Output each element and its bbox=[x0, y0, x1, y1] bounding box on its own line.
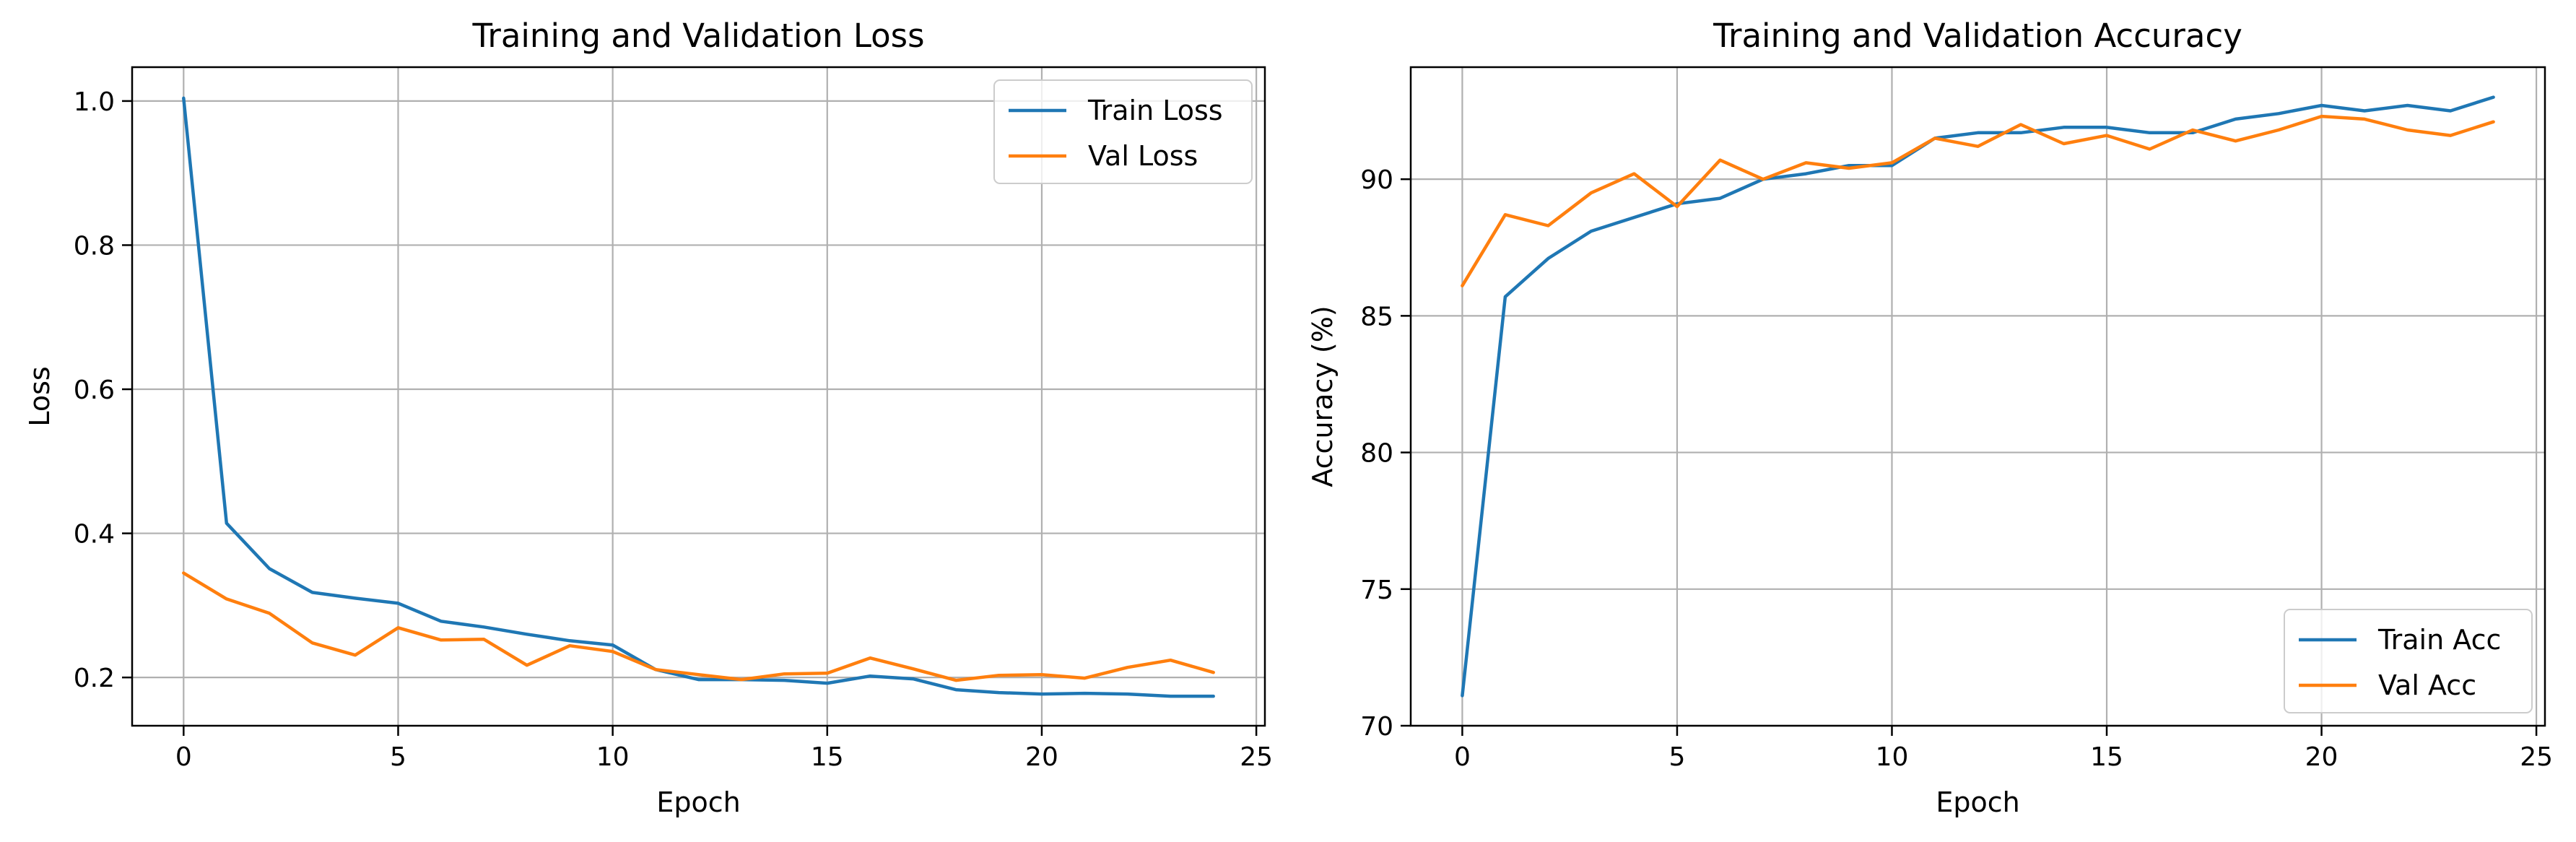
accuracy-y-tick-label: 90 bbox=[1360, 165, 1393, 195]
loss-y-tick-label: 1.0 bbox=[74, 87, 115, 117]
accuracy-x-tick-label: 25 bbox=[2520, 742, 2553, 772]
loss-series-val bbox=[182, 571, 1215, 682]
accuracy-series-train bbox=[1461, 95, 2495, 698]
loss-y-axis-label: Loss bbox=[24, 366, 56, 426]
loss-x-tick-label: 0 bbox=[175, 742, 192, 772]
accuracy-y-tick-label: 75 bbox=[1360, 576, 1393, 605]
loss-legend-label: Val Loss bbox=[1088, 140, 1198, 172]
accuracy-x-tick-label: 5 bbox=[1668, 742, 1685, 772]
loss-y-tick-label: 0.4 bbox=[74, 520, 115, 550]
accuracy-series-val bbox=[1461, 114, 2495, 287]
accuracy-y-axis-label: Accuracy (%) bbox=[1307, 305, 1339, 487]
accuracy-x-tick-label: 10 bbox=[1876, 742, 1909, 772]
loss-y-tick-label: 0.6 bbox=[74, 376, 115, 405]
accuracy-x-axis-label: Epoch bbox=[1936, 786, 2019, 818]
accuracy-chart: 0 5 10 15 20 25 70 75 80 85 90 Training and Validat… bbox=[1307, 17, 2553, 818]
accuracy-y-tick-label: 85 bbox=[1360, 302, 1393, 331]
loss-series-train bbox=[182, 96, 1215, 698]
loss-x-tick-label: 5 bbox=[390, 742, 406, 772]
loss-x-tick-label: 20 bbox=[1025, 742, 1058, 772]
accuracy-x-tick-label: 20 bbox=[2305, 742, 2338, 772]
loss-x-tick-label: 15 bbox=[811, 742, 844, 772]
loss-x-axis-label: Epoch bbox=[656, 786, 740, 818]
loss-legend: Train Loss Val Loss bbox=[993, 79, 1253, 184]
loss-x-tick-label: 10 bbox=[596, 742, 630, 772]
loss-x-tick-label: 25 bbox=[1240, 742, 1273, 772]
loss-legend-label: Train Loss bbox=[1087, 95, 1223, 126]
accuracy-plot-frame bbox=[1409, 66, 2546, 727]
loss-chart-title: Training and Validation Loss bbox=[471, 17, 924, 55]
loss-y-tick-label: 0.8 bbox=[74, 231, 115, 261]
accuracy-y-tick-label: 80 bbox=[1360, 439, 1393, 469]
accuracy-legend: Train Acc Val Acc bbox=[2284, 609, 2533, 713]
accuracy-x-tick-label: 0 bbox=[1454, 742, 1471, 772]
loss-y-tick-label: 0.2 bbox=[74, 664, 115, 693]
accuracy-y-tick-label: 70 bbox=[1360, 712, 1393, 742]
loss-plot-frame bbox=[131, 66, 1266, 727]
accuracy-chart-title: Training and Validation Accuracy bbox=[1713, 17, 2242, 55]
accuracy-legend-label: Val Acc bbox=[2378, 669, 2476, 701]
loss-chart: 0 5 10 15 20 25 0.2 0.4 0.6 0.8 1.0 Training and Va… bbox=[24, 17, 1273, 818]
accuracy-x-tick-label: 15 bbox=[2090, 742, 2123, 772]
accuracy-legend-label: Train Acc bbox=[2377, 624, 2501, 656]
